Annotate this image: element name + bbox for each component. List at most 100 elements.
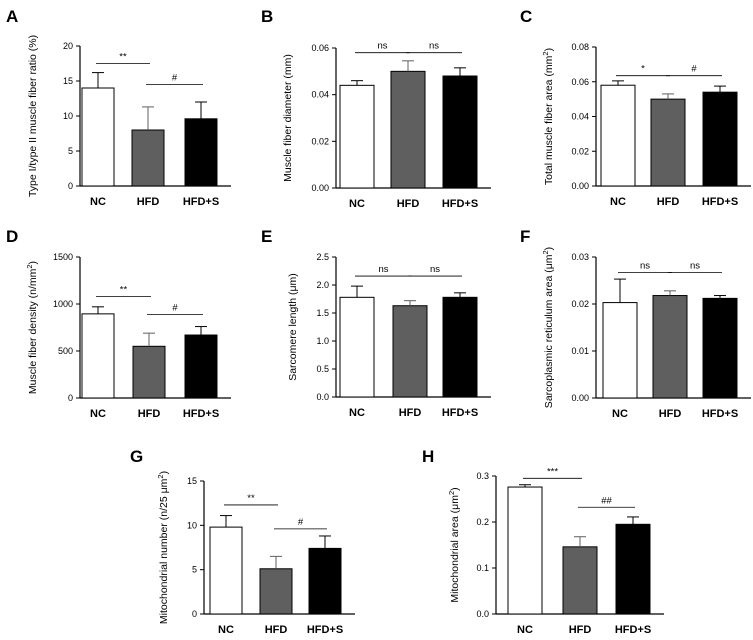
y-axis-label: Sarcomere length (μm): [287, 273, 299, 381]
bar-nc: [602, 302, 638, 399]
bar-hfd: [392, 305, 428, 398]
y-tick-label: 5: [192, 565, 197, 575]
bar-hfd-plus-s: [184, 334, 218, 399]
panel-letter: E: [261, 227, 272, 246]
x-tick-label: HFD+S: [702, 408, 738, 420]
panel-b: B 0.00 0.02 0.04 0.06 NC HFD HFD+S ns ns Muscle fi…: [261, 7, 491, 210]
significance-label: ns: [429, 41, 439, 52]
y-tick-label: 0: [68, 181, 73, 191]
x-tick-label: HFD: [657, 196, 680, 208]
y-tick-label: 0.2: [476, 517, 489, 527]
y-axis-label: Type I/type II muscle fiber ratio (%): [27, 35, 39, 197]
y-tick-label: 0.02: [571, 146, 589, 156]
y-tick-label: 10: [187, 520, 197, 530]
significance-label: ns: [430, 264, 440, 275]
y-tick-label: 20: [63, 41, 73, 51]
x-tick-label: HFD: [397, 198, 420, 210]
significance-label: ns: [690, 261, 700, 272]
y-tick-label: 0.00: [311, 183, 329, 193]
bar-hfd: [132, 345, 166, 399]
y-tick-label: 0.02: [311, 136, 329, 146]
bar-hfd-plus-s: [442, 75, 478, 189]
significance-label: ##: [601, 495, 612, 506]
x-tick-label: HFD+S: [442, 198, 478, 210]
bar-hfd: [259, 568, 293, 615]
bar-hfd: [652, 295, 688, 399]
x-tick-label: NC: [349, 407, 365, 419]
panel-h: H 0.0 0.1 0.2 0.3 NC HFD HFD+S *** ## Mitochondria…: [422, 447, 664, 636]
y-tick-label: 1.5: [316, 308, 329, 318]
x-tick-label: NC: [610, 196, 626, 208]
y-tick-label: 2.5: [316, 252, 329, 262]
y-axis-label: Mitochondrial number (n/25 μm2): [156, 471, 171, 624]
y-tick-label: 5: [68, 146, 73, 156]
y-tick-label: 0.02: [571, 299, 589, 309]
x-tick-label: HFD+S: [615, 624, 651, 636]
y-tick-label: 0: [68, 393, 73, 403]
y-tick-label: 0.1: [476, 563, 489, 573]
y-tick-label: 0.0: [476, 609, 489, 619]
x-tick-label: HFD: [137, 196, 160, 208]
x-tick-label: NC: [90, 196, 106, 208]
bar-hfd: [562, 546, 598, 615]
y-tick-label: 0.5: [316, 364, 329, 374]
y-tick-label: 0.04: [571, 112, 589, 122]
x-tick-label: HFD: [399, 407, 422, 419]
panel-d: D 0 500 1000 1500 NC HFD HFD+S ** # Muscle fiber d…: [6, 227, 231, 420]
y-tick-label: 1000: [53, 299, 73, 309]
y-tick-label: 15: [63, 76, 73, 86]
bar-hfd-plus-s: [702, 91, 738, 187]
panel-f: F 0.00 0.01 0.02 0.03 NC HFD HFD+S ns ns Sarcoplas…: [520, 227, 751, 420]
bar-hfd: [650, 98, 686, 187]
x-tick-label: NC: [517, 624, 533, 636]
bar-hfd: [131, 129, 165, 187]
x-tick-label: HFD: [138, 408, 161, 420]
y-tick-label: 15: [187, 476, 197, 486]
y-tick-label: 0.00: [571, 393, 589, 403]
bar-nc: [339, 296, 375, 398]
bar-nc: [600, 84, 636, 187]
bar-nc: [507, 486, 543, 615]
panel-letter: A: [6, 7, 18, 26]
x-tick-label: HFD+S: [442, 407, 478, 419]
bar-nc: [81, 313, 115, 399]
y-axis-label: Muscle fiber diameter (mm): [282, 54, 294, 182]
x-tick-label: HFD: [265, 624, 288, 636]
y-tick-label: 0.04: [311, 90, 329, 100]
bar-nc: [209, 526, 243, 615]
y-axis-label: Mitochondrial area (μm2): [447, 487, 462, 602]
x-tick-label: HFD+S: [183, 408, 219, 420]
bar-hfd: [390, 70, 426, 189]
panel-letter: B: [261, 7, 273, 26]
bar-nc: [81, 87, 115, 187]
y-tick-label: 0.00: [571, 181, 589, 191]
significance-label: ***: [547, 466, 558, 477]
significance-label: **: [247, 493, 255, 504]
bar-hfd-plus-s: [442, 296, 478, 398]
significance-label: **: [119, 52, 127, 63]
y-tick-label: 0.0: [316, 392, 329, 402]
x-tick-label: HFD+S: [307, 624, 343, 636]
y-tick-label: 0.06: [311, 43, 329, 53]
significance-label: ns: [378, 264, 388, 275]
significance-label: #: [172, 73, 178, 84]
x-tick-label: NC: [90, 408, 106, 420]
panel-letter: G: [130, 447, 143, 466]
y-tick-label: 0.08: [571, 42, 589, 52]
panel-letter: H: [422, 447, 434, 466]
x-tick-label: NC: [218, 624, 234, 636]
significance-label: **: [120, 284, 128, 295]
y-tick-label: 0.06: [571, 77, 589, 87]
x-tick-label: NC: [612, 408, 628, 420]
bar-hfd-plus-s: [184, 118, 218, 187]
panel-g: G 0 5 10 15 NC HFD HFD+S ** # Mitochondrial number…: [130, 447, 355, 636]
y-tick-label: 0.01: [571, 346, 589, 356]
x-tick-label: HFD+S: [183, 196, 219, 208]
bar-hfd-plus-s: [702, 297, 738, 399]
panel-a: A 0 5 10 15 20 NC HFD HFD+S ** # Type I/type II mus…: [6, 7, 231, 208]
y-tick-label: 1.0: [316, 336, 329, 346]
x-tick-label: NC: [349, 198, 365, 210]
y-tick-label: 10: [63, 111, 73, 121]
x-tick-label: HFD: [659, 408, 682, 420]
